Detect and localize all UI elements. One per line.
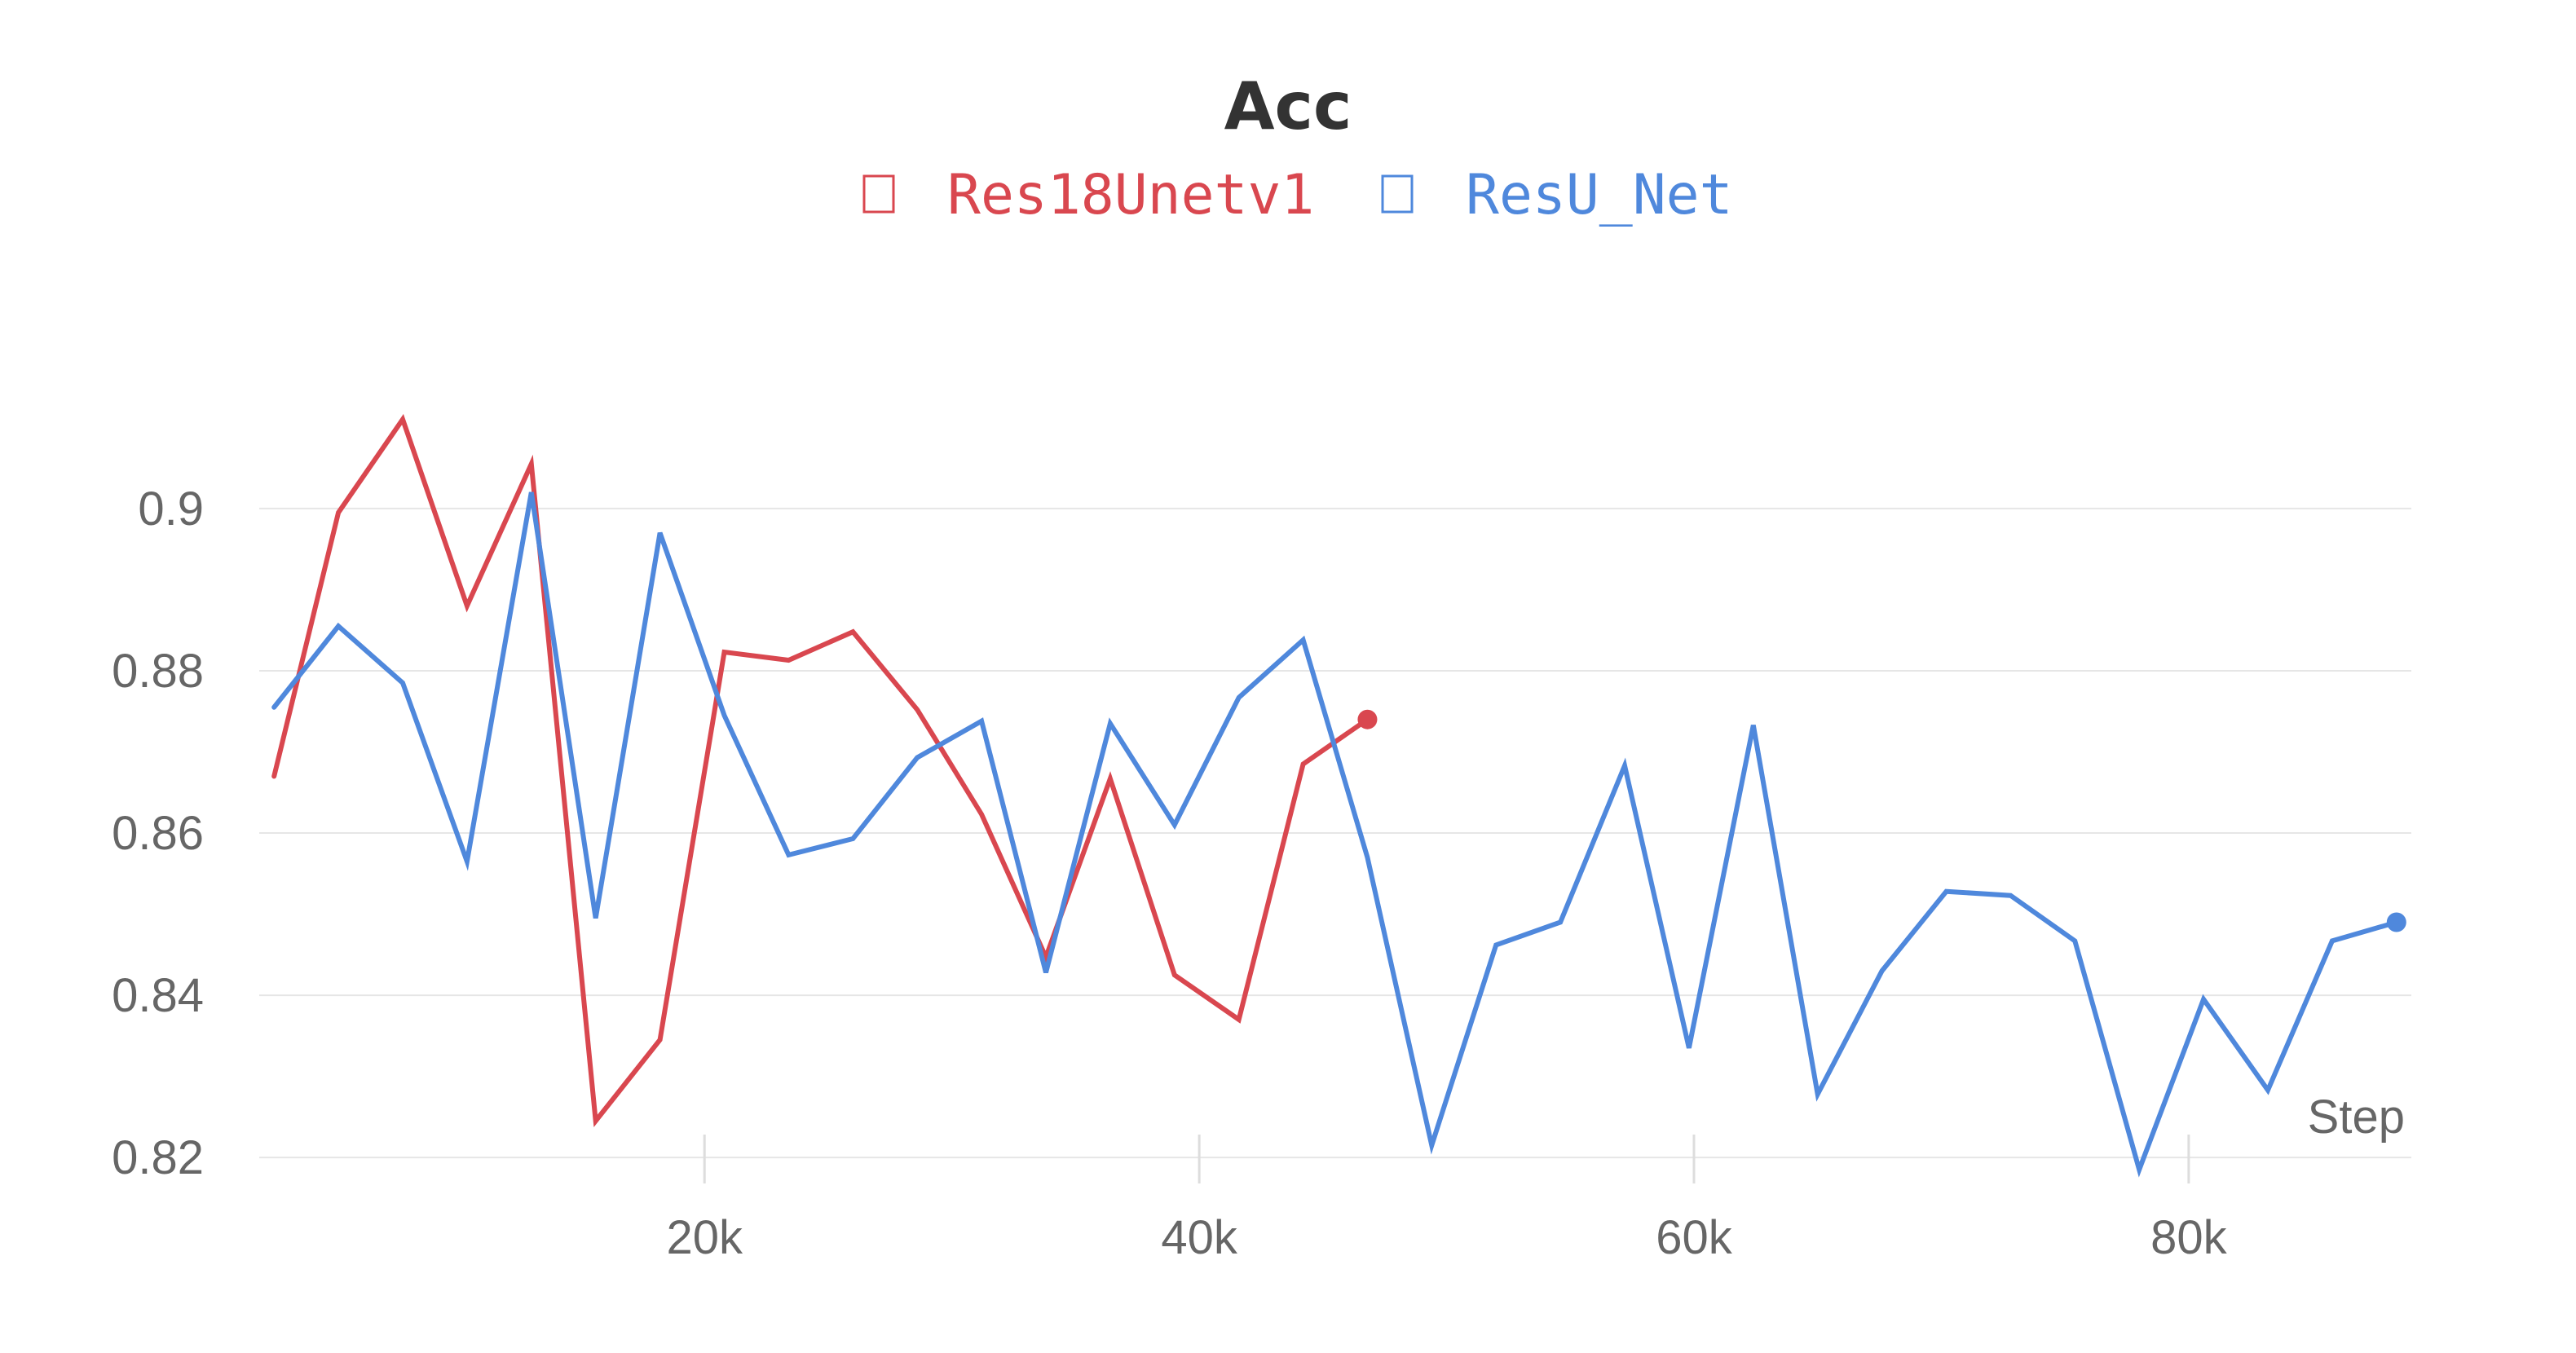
series-end-point <box>2386 912 2406 932</box>
data-point <box>465 603 470 608</box>
data-point <box>1751 723 1756 728</box>
x-axis-label: Step <box>2308 1091 2405 1144</box>
y-tick-label: 0.86 <box>112 807 204 860</box>
series-line[interactable] <box>271 491 2399 1178</box>
legend-label: Res18Unetv1 <box>947 163 1314 227</box>
data-point <box>271 705 276 710</box>
data-point <box>400 681 405 685</box>
x-tick-label: 60k <box>1656 1211 1733 1264</box>
data-point <box>400 416 405 421</box>
data-point <box>529 490 534 495</box>
data-point <box>1172 972 1177 977</box>
data-point <box>721 650 726 654</box>
legend-swatch <box>1381 174 1414 214</box>
data-point <box>1301 761 1306 766</box>
data-point <box>658 531 663 535</box>
data-point <box>1237 695 1242 700</box>
y-tick-label: 0.88 <box>112 645 204 698</box>
y-tick-label: 0.84 <box>112 969 204 1022</box>
data-point <box>915 755 920 760</box>
data-point <box>336 624 341 628</box>
data-point <box>915 707 920 712</box>
legend-swatch <box>862 174 895 214</box>
legend[interactable]: Res18Unetv1 ResU_Net <box>862 163 1733 227</box>
data-point <box>1301 637 1306 642</box>
data-point <box>1108 721 1113 726</box>
data-point <box>2265 1088 2270 1093</box>
data-point <box>1622 763 1627 768</box>
data-point <box>529 461 534 466</box>
series-layer <box>271 413 2406 1178</box>
y-axis-ticks: 0.82 0.84 0.86 0.88 0.9 <box>112 483 204 1184</box>
x-tick-label: 20k <box>666 1211 743 1264</box>
data-point <box>786 658 791 663</box>
data-point <box>271 773 276 778</box>
data-point <box>1687 1046 1692 1051</box>
data-point <box>979 812 984 817</box>
data-point <box>1815 1091 1820 1096</box>
data-point <box>336 510 341 515</box>
data-point <box>1237 1017 1242 1022</box>
legend-item[interactable]: ResU_Net <box>1381 163 1733 227</box>
y-tick-label: 0.82 <box>112 1131 204 1184</box>
y-tick-label: 0.9 <box>138 483 204 535</box>
data-point <box>1043 970 1048 975</box>
data-point <box>2201 997 2206 1002</box>
data-point <box>1108 776 1113 781</box>
data-point <box>1944 889 1949 894</box>
chart-title: Acc <box>1224 68 1352 144</box>
legend-label: ResU_Net <box>1466 163 1733 227</box>
data-point <box>593 1118 598 1123</box>
gridlines <box>259 507 2411 1159</box>
data-point <box>1558 920 1563 925</box>
series-end-point <box>1357 709 1378 729</box>
data-point <box>593 916 598 921</box>
series-line[interactable] <box>271 413 1370 1127</box>
data-point <box>850 629 855 634</box>
data-point <box>1172 822 1177 827</box>
data-point <box>2330 938 2335 943</box>
x-axis-ticks: 20k 40k 60k 80k <box>666 1135 2228 1264</box>
data-point <box>658 1038 663 1042</box>
data-point <box>1365 855 1370 860</box>
data-point <box>1429 1143 1434 1148</box>
x-tick-label: 80k <box>2150 1211 2228 1264</box>
data-point <box>979 719 984 724</box>
data-point <box>2072 938 2077 943</box>
data-point <box>721 713 726 718</box>
data-point <box>2008 893 2013 898</box>
data-point <box>1493 942 1498 947</box>
data-point <box>465 859 470 864</box>
data-point <box>850 836 855 841</box>
x-tick-label: 40k <box>1161 1211 1238 1264</box>
data-point <box>786 853 791 857</box>
data-point <box>1880 968 1885 973</box>
data-point <box>2137 1167 2142 1172</box>
legend-item[interactable]: Res18Unetv1 <box>862 163 1314 227</box>
